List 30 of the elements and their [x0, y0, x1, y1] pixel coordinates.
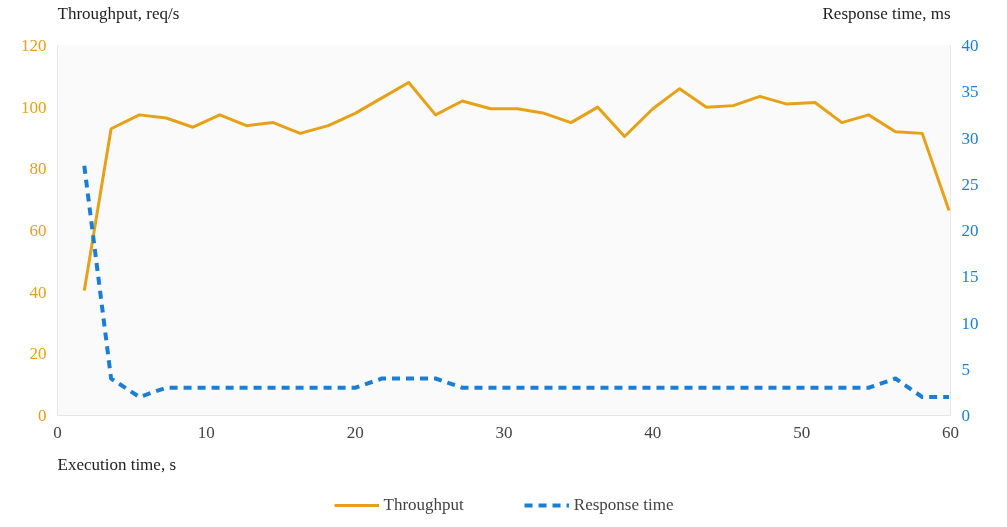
y2-tick-label: 25 — [961, 174, 979, 194]
x-tick-label: 40 — [644, 422, 662, 442]
y-tick-label: 40 — [29, 282, 47, 302]
x-axis-title: Execution time, s — [57, 454, 177, 474]
y-tick-label: 0 — [38, 406, 47, 425]
y2-axis-title: Response time, ms — [822, 3, 951, 23]
x-tick-label: 20 — [346, 422, 364, 442]
y2-tick-label: 30 — [961, 128, 979, 148]
y2-tick-label: 40 — [961, 36, 979, 55]
x-tick-label: 0 — [53, 422, 62, 442]
y-tick-label: 80 — [29, 159, 47, 179]
legend-label: Throughput — [383, 495, 464, 515]
y2-tick-label: 10 — [961, 313, 979, 333]
x-tick-label: 30 — [495, 422, 513, 442]
y2-tick-label: 20 — [961, 221, 979, 240]
y2-tick-label: 35 — [961, 82, 979, 102]
y2-tick-label: 0 — [961, 406, 970, 425]
y-tick-label: 120 — [21, 36, 47, 55]
line-series — [82, 163, 951, 399]
legend-label: Response time — [573, 495, 674, 515]
y2-tick-label: 5 — [961, 359, 970, 379]
y-axis-title: Throughput, req/s — [57, 3, 180, 23]
x-tick-label: 60 — [942, 422, 959, 442]
line-series — [82, 81, 951, 293]
y2-tick-label: 15 — [961, 267, 979, 287]
y-tick-label: 60 — [29, 221, 47, 240]
x-tick-label: 10 — [197, 422, 215, 442]
y-tick-label: 20 — [29, 344, 47, 364]
y-tick-label: 100 — [21, 97, 47, 117]
x-tick-label: 50 — [793, 422, 811, 442]
